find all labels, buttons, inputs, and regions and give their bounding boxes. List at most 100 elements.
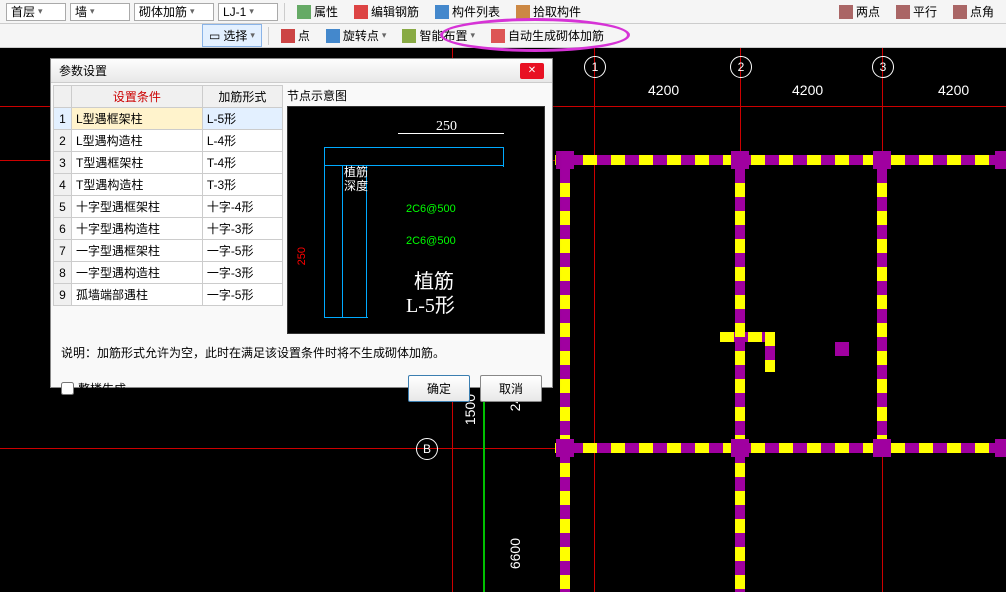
cancel-button[interactable]: 取消	[480, 375, 542, 402]
form-cell: 十字-3形	[202, 218, 282, 240]
row-number: 1	[54, 108, 72, 130]
properties-button[interactable]: 属性	[291, 1, 344, 22]
rebar-spec: 2C6@500	[406, 203, 456, 215]
parallel-icon	[896, 5, 910, 19]
form-cell: T-4形	[202, 152, 282, 174]
table-container: 设置条件 加筋形式 1 L型遇框架柱 L-5形2 L型遇构造柱 L-4形3 T型…	[53, 85, 283, 334]
row-number: 5	[54, 196, 72, 218]
grid-bubble: 1	[584, 56, 606, 78]
dialog-buttons: 确定 取消	[408, 375, 542, 402]
rownum-header	[54, 86, 72, 108]
wall-segment	[720, 332, 770, 342]
depth-label: 深度	[344, 177, 368, 194]
rotate-point-button[interactable]: 旋转点	[320, 25, 393, 46]
row-number: 4	[54, 174, 72, 196]
row-number: 3	[54, 152, 72, 174]
table-row[interactable]: 2 L型遇构造柱 L-4形	[54, 130, 283, 152]
layer-dropdown[interactable]: 首层	[6, 3, 66, 21]
select-button[interactable]: ▭选择	[202, 24, 262, 47]
table-row[interactable]: 7 一字型遇框架柱 一字-5形	[54, 240, 283, 262]
rotate-point-label: 旋转点	[343, 27, 379, 44]
auto-gen-icon	[491, 29, 505, 43]
diagram-line	[324, 317, 368, 318]
table-row[interactable]: 5 十字型遇框架柱 十字-4形	[54, 196, 283, 218]
condition-cell: 一字型遇框架柱	[72, 240, 203, 262]
auto-generate-button[interactable]: 自动生成砌体加筋	[485, 25, 610, 46]
condition-table[interactable]: 设置条件 加筋形式 1 L型遇框架柱 L-5形2 L型遇构造柱 L-4形3 T型…	[53, 85, 283, 306]
column	[873, 439, 891, 457]
dimension-text: 4200	[792, 82, 823, 98]
point-button[interactable]: 点	[275, 25, 316, 46]
toolbar-secondary: ▭选择 点 旋转点 智能布置 自动生成砌体加筋	[0, 24, 1006, 48]
diagram-line	[342, 165, 343, 317]
edit-rebar-button[interactable]: 编辑钢筋	[348, 1, 425, 22]
category-dropdown-text: 墙	[75, 3, 87, 20]
condition-header: 设置条件	[72, 86, 203, 108]
table-row[interactable]: 3 T型遇框架柱 T-4形	[54, 152, 283, 174]
dimension-text: 4200	[648, 82, 679, 98]
diagram-container: 节点示意图 250 250 植筋 深度 2C6@500 2C6@500 植筋	[283, 85, 550, 334]
dimension-text: 6600	[507, 538, 523, 569]
member-list-button[interactable]: 构件列表	[429, 1, 506, 22]
checkbox-input[interactable]	[61, 382, 74, 395]
type-dropdown-text: 砌体加筋	[139, 3, 187, 20]
condition-cell: 孤墙端部遇柱	[72, 284, 203, 306]
table-row[interactable]: 9 孤墙端部遇柱 一字-5形	[54, 284, 283, 306]
wall-segment	[555, 443, 1006, 453]
row-number: 9	[54, 284, 72, 306]
column	[556, 439, 574, 457]
diagram-caption: L-5形	[406, 289, 455, 318]
form-cell: L-5形	[202, 108, 282, 130]
table-row[interactable]: 6 十字型遇构造柱 十字-3形	[54, 218, 283, 240]
point-label: 点	[298, 27, 310, 44]
form-cell: T-3形	[202, 174, 282, 196]
column	[731, 439, 749, 457]
condition-cell: L型遇框架柱	[72, 108, 203, 130]
diagram-line	[324, 147, 325, 317]
pick-member-icon	[516, 5, 530, 19]
condition-cell: 十字型遇构造柱	[72, 218, 203, 240]
row-number: 2	[54, 130, 72, 152]
toolbar-main: 首层 墙 砌体加筋 LJ-1 属性 编辑钢筋 构件列表 拾取构件 两点 平行 点…	[0, 0, 1006, 24]
ok-button[interactable]: 确定	[408, 375, 470, 402]
parallel-label: 平行	[913, 3, 937, 20]
member-dropdown-text: LJ-1	[223, 5, 246, 19]
diagram-line	[324, 147, 504, 148]
close-button[interactable]: ✕	[520, 63, 544, 79]
pick-member-button[interactable]: 拾取构件	[510, 1, 587, 22]
form-cell: 一字-3形	[202, 262, 282, 284]
select-label: 选择	[223, 27, 247, 44]
rebar-spec: 2C6@500	[406, 235, 456, 247]
condition-cell: T型遇构造柱	[72, 174, 203, 196]
category-dropdown[interactable]: 墙	[70, 3, 130, 21]
row-number: 6	[54, 218, 72, 240]
wall-segment	[765, 332, 775, 372]
point-angle-icon	[953, 5, 967, 19]
table-row[interactable]: 8 一字型遇构造柱 一字-3形	[54, 262, 283, 284]
condition-cell: L型遇构造柱	[72, 130, 203, 152]
cursor-icon: ▭	[209, 29, 220, 43]
form-cell: 十字-4形	[202, 196, 282, 218]
node-diagram: 250 250 植筋 深度 2C6@500 2C6@500 植筋 L-5形	[287, 106, 545, 334]
dialog-titlebar[interactable]: 参数设置 ✕	[51, 59, 552, 83]
bubble-label: B	[423, 442, 431, 456]
table-row[interactable]: 4 T型遇构造柱 T-3形	[54, 174, 283, 196]
smart-layout-button[interactable]: 智能布置	[396, 25, 481, 46]
two-point-button[interactable]: 两点	[833, 1, 886, 22]
form-cell: 一字-5形	[202, 240, 282, 262]
condition-cell: T型遇框架柱	[72, 152, 203, 174]
type-dropdown[interactable]: 砌体加筋	[134, 3, 214, 21]
point-angle-button[interactable]: 点角	[947, 1, 1000, 22]
condition-cell: 十字型遇框架柱	[72, 196, 203, 218]
two-point-label: 两点	[856, 3, 880, 20]
form-cell: L-4形	[202, 130, 282, 152]
parallel-button[interactable]: 平行	[890, 1, 943, 22]
column	[731, 151, 749, 169]
member-dropdown[interactable]: LJ-1	[218, 3, 278, 21]
table-row[interactable]: 1 L型遇框架柱 L-5形	[54, 108, 283, 130]
bubble-label: 2	[738, 60, 745, 74]
grid-line	[594, 48, 595, 592]
bubble-label: 1	[592, 60, 599, 74]
dialog-note: 说明：加筋形式允许为空，此时在满足该设置条件时将不生成砌体加筋。	[51, 336, 552, 369]
whole-building-checkbox[interactable]: 整楼生成	[61, 380, 126, 397]
